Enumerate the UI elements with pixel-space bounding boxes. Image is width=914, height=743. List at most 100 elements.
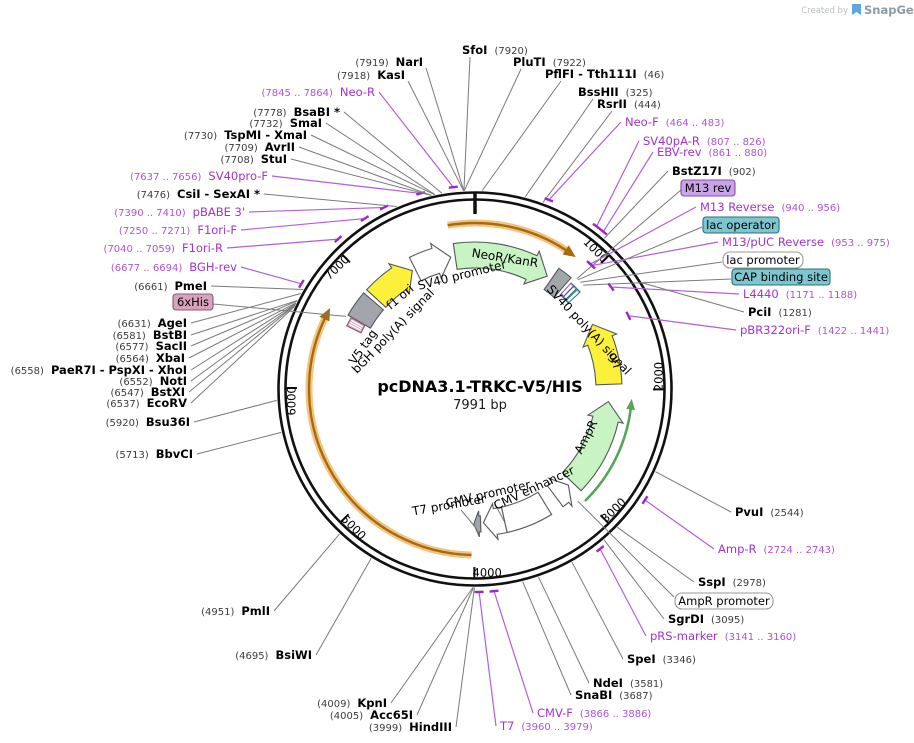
callout-line-sfoi [463,56,471,191]
callout-sfoi: SfoI (7920) [462,43,528,57]
primer-mark-pbabe-3 [379,204,389,211]
primer-mark-prs-marker [595,545,605,553]
callout-pvui: PvuI (2544) [735,505,804,519]
callout-line-m13-reverse [590,206,697,265]
primer-mark-bgh-rev [298,279,305,289]
feature-box-6xhis [172,293,214,311]
callout-cmv-f: CMV-F (3866 .. 3886) [537,706,651,720]
callout-t7: T7 (3960 .. 3979) [499,719,593,733]
callout-sv40pa-r: SV40pA-R (807 .. 826) [643,134,766,148]
callout-line-sspi [617,526,695,583]
callout-line-bsshii [524,98,594,198]
callout-line-bsabi [343,111,443,194]
callout-line-avrii [298,146,432,196]
feature-v5-tag-stripe [348,323,361,331]
callout-line-sv40pa-r [596,140,640,227]
callout-line-bstz17i [603,170,669,239]
primer-mark-cmv-f [489,589,499,593]
feature-label-ori: ori [606,350,624,369]
callout-line-pflfi-tth111i [481,80,562,191]
feature-box-lac-promoter [722,251,804,269]
feature-neor-orf-arrowhead [562,245,576,258]
callout-neo-r: (7845 .. 7864) Neo-R [262,85,376,99]
primer-mark-ebv-rev [599,227,608,236]
callout-snabi: SnaBI (3687) [575,688,653,702]
feature-lac-cluster-c-stripe [568,291,579,302]
feature-cmv-promoter [482,501,508,542]
feature-v5-tag-stripe [349,321,362,330]
feature-lac-cluster-c-stripe [567,290,578,301]
primer-mark-f1ori-r [333,235,343,244]
tick-label-2000: 2000 [652,362,666,391]
callout-line-stui [290,158,432,196]
callout-line-kasi [407,80,465,192]
callout-line-bbvci [196,431,282,455]
callout-line-agei [190,293,302,324]
callout-line-nari [425,67,465,191]
feature-t7-promoter [473,510,482,538]
watermark-brand: SnapGene [864,3,914,17]
callout-pbr322ori-f: pBR322ori-F (1422 .. 1441) [740,323,889,337]
callout-line-sacii [190,300,298,347]
callout-line-acc65i [416,587,474,716]
primer-mark-f1ori-f [360,215,370,222]
primer-mark-m13-puc-reverse [587,261,596,270]
feature-sv40-promoter [408,242,452,282]
callout-line-6xhis [212,303,347,317]
callout-avrii: (7709) AvrII [225,140,295,154]
callout-xbai: (6564) XbaI [116,351,185,365]
feature-box-label-6xhis: 6xHis [177,295,209,309]
callout-line-sgrdi [603,539,665,620]
callout-bsu36i: (5920) Bsu36I [106,415,190,429]
callout-line-ndei [538,576,590,684]
callout-line-paer7i-pspxi-xhoi [190,303,297,371]
callout-f1ori-f: (7250 .. 7271) F1ori-F [119,223,237,237]
callout-bsiwi: (4695) BsiWI [235,648,312,662]
callout-sspi: SspI (2978) [698,575,766,589]
callout-line-lac-operator [577,226,703,281]
callout-csii-sexai: (7476) CsiI - SexAI * [137,187,260,201]
callout-ecorv: (6537) EcoRV [106,396,187,410]
callout-amp-r: Amp-R (2724 .. 2743) [718,542,835,556]
callout-prs-marker: pRS-marker (3141 .. 3160) [650,629,796,643]
callout-hindiii: (3999) HindIII [369,720,452,734]
callout-bsshii: BssHII (325) [578,85,653,99]
feature-box-label-lac-operator: lac operator [706,218,776,232]
feature-box-label-ampr-promoter: AmpR promoter [678,594,770,608]
pointer-line-1 [460,509,477,529]
feature-lac-cluster-a-stripe [561,284,572,296]
feature-box-lac-operator [702,216,780,234]
callout-sv40pro-f: (7637 .. 7656) SV40pro-F [130,169,268,183]
feature-ori [582,323,623,386]
callout-kpni: (4009) KpnI [317,696,387,710]
feature-sv40-polya [543,267,572,299]
feature-box-label-lac-promoter: lac promoter [726,253,800,267]
callout-line-pvui [655,471,732,513]
primer-mark-amp-r [641,495,649,505]
callout-bstz17i: BstZ17I (902) [672,164,756,178]
callout-ebv-rev: EBV-rev (861 .. 880) [657,145,767,159]
callout-line-tspmi-xmai [310,134,435,196]
tick-label-4000: 4000 [473,566,502,580]
feature-f1-ori [365,262,413,309]
feature-box-ampr-promoter [674,592,774,610]
callout-f1ori-r: (7040 .. 7059) F1ori-R [104,241,223,255]
callout-neo-f: Neo-F (464 .. 483) [625,115,724,129]
tick-3000 [599,514,610,525]
callout-bstbi: (6581) BstBI [113,328,187,342]
callout-pflfi-tth111i: PflFI - Tth111I (46) [545,67,664,81]
callout-pmli: (4951) PmlI [201,604,270,618]
feature-lac-cluster-b-stripe [564,287,575,298]
callout-line-bgh-rev [240,266,302,285]
callout-noti: (6552) NotI [119,374,187,388]
callout-line-f1ori-f [240,217,365,231]
callout-pcii: PciI (1281) [748,305,812,319]
callout-nari: (7919) NarI [355,55,423,69]
callout-line-noti [190,304,296,382]
callout-line-lac-promoter [580,261,723,283]
feature-bgh-polya [347,292,385,329]
callout-sgrdi: SgrDI (3095) [668,612,744,626]
callout-line-sv40pro-f [271,175,421,195]
callout-line-cap-binding-site [583,278,732,286]
